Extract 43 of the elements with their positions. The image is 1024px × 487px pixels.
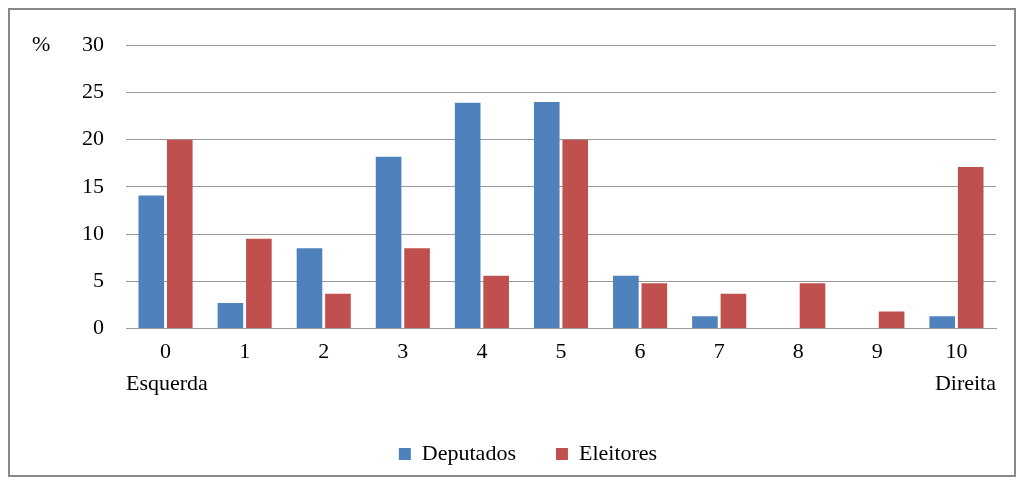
x-tick-label: 4: [476, 337, 488, 363]
bar: [799, 283, 826, 329]
bar: [878, 311, 905, 329]
bar: [533, 101, 560, 329]
bar: [562, 139, 589, 329]
legend-label: Eleitores: [578, 439, 658, 465]
x-tick-label: 1: [239, 337, 251, 363]
x-tick-label: 7: [713, 337, 725, 363]
y-tick-label: 25: [82, 78, 104, 104]
bar: [404, 248, 430, 329]
x-tick-label: 3: [397, 337, 409, 363]
bar: [166, 139, 193, 329]
bar: [138, 195, 165, 329]
bar: [957, 167, 984, 329]
x-tick-label: 0: [160, 337, 172, 363]
y-tick-label: 15: [82, 172, 104, 198]
y-tick-label: 5: [93, 267, 104, 293]
bar: [483, 275, 509, 329]
bar: [246, 238, 272, 329]
x-tick-label: 5: [555, 337, 567, 363]
text: Esquerda: [126, 369, 209, 395]
bar: [692, 316, 718, 329]
bar: [720, 293, 747, 329]
y-axis-title: %: [32, 30, 51, 56]
bar: [375, 156, 402, 329]
y-tick-label: 20: [82, 125, 104, 151]
legend-label: Deputados: [421, 439, 516, 465]
bar: [454, 102, 481, 329]
bar: [296, 248, 323, 329]
y-tick-label: 10: [82, 219, 104, 245]
x-tick-label: 9: [871, 337, 883, 363]
x-tick-label: 10: [945, 337, 968, 363]
bar: [641, 283, 668, 329]
bar: [217, 303, 244, 329]
x-tick-label: 2: [318, 337, 330, 363]
bar: [929, 316, 956, 329]
bar: [613, 275, 639, 329]
y-tick-label: 0: [93, 314, 104, 340]
x-tick-label: 6: [634, 337, 646, 363]
x-tick-label: 8: [792, 337, 804, 363]
y-tick-label: 30: [82, 30, 104, 56]
text: Direita: [934, 369, 997, 395]
bar: [325, 293, 351, 329]
